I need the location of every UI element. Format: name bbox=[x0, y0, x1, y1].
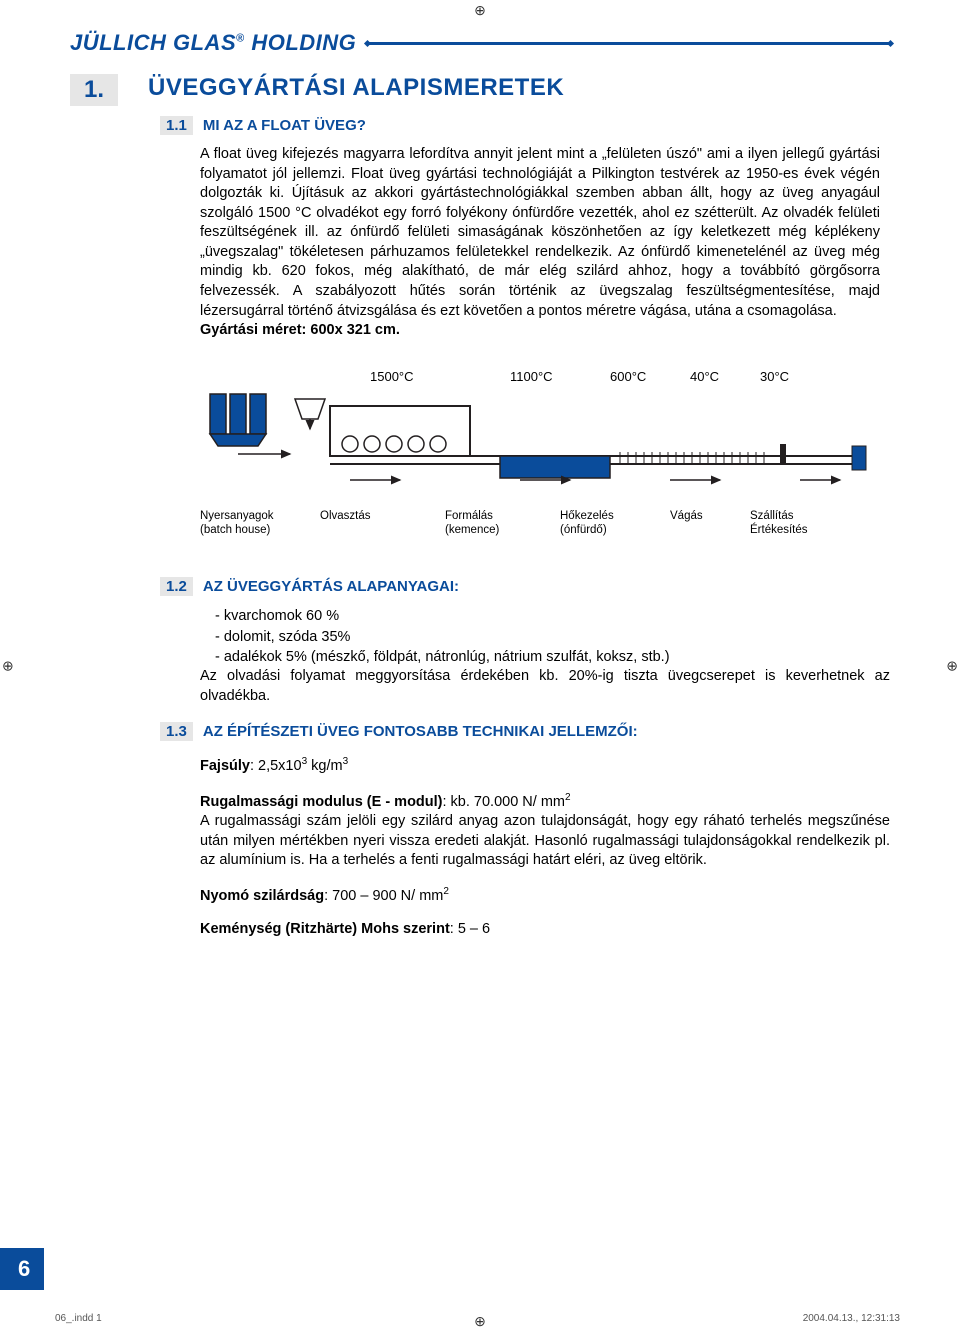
section-1-1-bold: Gyártási méret: 600x 321 cm. bbox=[200, 322, 400, 338]
stage-label: Nyersanyagok(batch house) bbox=[200, 509, 320, 538]
stage-label: Vágás bbox=[670, 509, 750, 538]
section-1-3-heading: 1.3 AZ ÉPÍTÉSZETI ÜVEG FONTOSABB TECHNIK… bbox=[160, 722, 890, 741]
chapter-heading: 1. ÜVEGGYÁRTÁSI ALAPISMERETEK bbox=[70, 74, 890, 106]
crop-mark: ⊕ bbox=[474, 2, 486, 19]
section-1-2-heading: 1.2 AZ ÜVEGGYÁRTÁS ALAPANYAGAI: bbox=[160, 577, 890, 596]
stage-label: Olvasztás bbox=[320, 509, 445, 538]
brand-name: JÜLLICH GLAS® HOLDING bbox=[70, 30, 368, 56]
footer-right: 2004.04.13., 12:31:13 bbox=[803, 1313, 900, 1324]
emod-block: Rugalmassági modulus (E - modul): kb. 70… bbox=[200, 791, 890, 871]
section-1-1-body: A float üveg kifejezés magyarra lefordít… bbox=[200, 145, 880, 341]
section-1-1-para: A float üveg kifejezés magyarra lefordít… bbox=[200, 145, 880, 321]
section-title: AZ ÜVEGGYÁRTÁS ALAPANYAGAI: bbox=[203, 578, 459, 595]
process-diagram: 1500°C 1100°C 600°C 40°C 30°C bbox=[200, 369, 880, 538]
emod-label: Rugalmassági modulus (E - modul) bbox=[200, 794, 443, 810]
footer: 06_.indd 1 2004.04.13., 12:31:13 bbox=[55, 1313, 900, 1324]
crop-mark: ⊕ bbox=[2, 658, 14, 675]
temp-label: 30°C bbox=[760, 369, 820, 384]
nyomo-label: Nyomó szilárdság bbox=[200, 888, 324, 904]
footer-left: 06_.indd 1 bbox=[55, 1313, 102, 1324]
section-1-1-heading: 1.1 MI AZ A FLOAT ÜVEG? bbox=[160, 116, 890, 135]
stage-label: Formálás(kemence) bbox=[445, 509, 560, 538]
emod-value: : kb. 70.000 N/ mm2 bbox=[443, 794, 571, 810]
fajsuly-label: Fajsúly bbox=[200, 758, 250, 774]
section-title: MI AZ A FLOAT ÜVEG? bbox=[203, 117, 366, 134]
stage-label: Hőkezelés(ónfürdő) bbox=[560, 509, 670, 538]
section-1-2-after: Az olvadási folyamat meggyorsítása érdek… bbox=[200, 667, 890, 706]
material-item: dolomit, szóda 35% bbox=[215, 627, 890, 647]
chapter-title: ÜVEGGYÁRTÁSI ALAPISMERETEK bbox=[148, 74, 564, 102]
chapter-number: 1. bbox=[70, 74, 118, 106]
temp-label: 1500°C bbox=[370, 369, 510, 384]
temp-label: 1100°C bbox=[510, 369, 610, 384]
kemeny-value: : 5 – 6 bbox=[450, 921, 490, 937]
section-number: 1.2 bbox=[160, 577, 193, 596]
brand-text-2: HOLDING bbox=[245, 30, 357, 55]
nyomo-block: Nyomó szilárdság: 700 – 900 N/ mm2 bbox=[200, 885, 890, 906]
fajsuly-value: : 2,5x103 kg/m3 bbox=[250, 758, 348, 774]
brand-text-1: JÜLLICH GLAS bbox=[70, 30, 236, 55]
materials-list: kvarchomok 60 %dolomit, szóda 35%adaléko… bbox=[215, 606, 890, 667]
nyomo-value: : 700 – 900 N/ mm2 bbox=[324, 888, 449, 904]
kemeny-block: Keménység (Ritzhärte) Mohs szerint: 5 – … bbox=[200, 920, 890, 940]
emod-para: A rugalmassági szám jelöli egy szilárd a… bbox=[200, 813, 890, 868]
temp-label: 600°C bbox=[610, 369, 690, 384]
section-number: 1.3 bbox=[160, 722, 193, 741]
brand-sup: ® bbox=[236, 33, 245, 45]
crop-mark: ⊕ bbox=[946, 658, 958, 675]
diagram-temperatures: 1500°C 1100°C 600°C 40°C 30°C bbox=[370, 369, 880, 384]
diagram-stage-labels: Nyersanyagok(batch house)OlvasztásFormál… bbox=[200, 509, 880, 538]
page-number: 6 bbox=[0, 1248, 44, 1290]
fajsuly-block: Fajsúly: 2,5x103 kg/m3 bbox=[200, 755, 890, 776]
header-rule bbox=[368, 42, 890, 45]
material-item: adalékok 5% (mészkő, földpát, nátronlúg,… bbox=[215, 647, 890, 667]
diagram-svg bbox=[200, 384, 900, 504]
temp-label: 40°C bbox=[690, 369, 760, 384]
material-item: kvarchomok 60 % bbox=[215, 606, 890, 626]
stage-label: SzállításÉrtékesítés bbox=[750, 509, 830, 538]
section-title: AZ ÉPÍTÉSZETI ÜVEG FONTOSABB TECHNIKAI J… bbox=[203, 723, 638, 740]
header-bar: JÜLLICH GLAS® HOLDING bbox=[70, 30, 890, 56]
kemeny-label: Keménység (Ritzhärte) Mohs szerint bbox=[200, 921, 450, 937]
section-number: 1.1 bbox=[160, 116, 193, 135]
